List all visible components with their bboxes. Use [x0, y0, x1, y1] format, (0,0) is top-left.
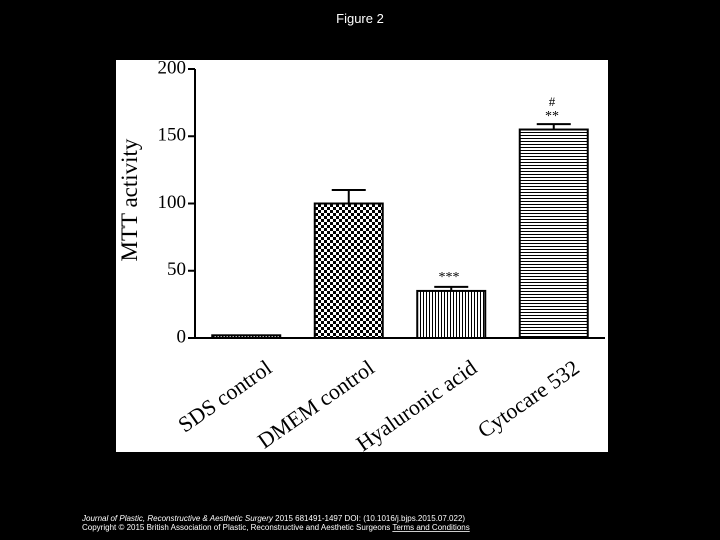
- annotation: #: [549, 94, 556, 109]
- error-bar: [536, 123, 571, 130]
- bar: [518, 128, 589, 339]
- citation: 2015 681491-1497 DOI: (10.1016/j.bjps.20…: [275, 514, 465, 523]
- y-tick-label: 100: [158, 192, 187, 213]
- y-tick-label: 200: [158, 57, 187, 78]
- footer-copyright: Copyright © 2015 British Association of …: [82, 523, 470, 532]
- page-title: Figure 2: [336, 11, 384, 26]
- footer-journal: Journal of Plastic, Reconstructive & Aes…: [81, 514, 465, 523]
- journal: Journal of Plastic, Reconstructive & Aes…: [81, 514, 274, 523]
- error-bar: [434, 285, 469, 291]
- copyright: Copyright © 2015 British Association of …: [82, 523, 390, 532]
- terms-link[interactable]: Terms and Conditions: [392, 523, 469, 532]
- bar: [313, 202, 384, 339]
- y-tick-label: 150: [158, 125, 187, 146]
- y-axis-label: MTT activity: [117, 138, 142, 261]
- bar: [416, 289, 487, 339]
- y-tick-label: 0: [177, 326, 187, 347]
- bar: [211, 334, 282, 339]
- error-bar: [331, 189, 366, 204]
- annotation: ***: [439, 270, 460, 285]
- y-tick-label: 50: [167, 259, 186, 280]
- annotation: **: [545, 109, 559, 124]
